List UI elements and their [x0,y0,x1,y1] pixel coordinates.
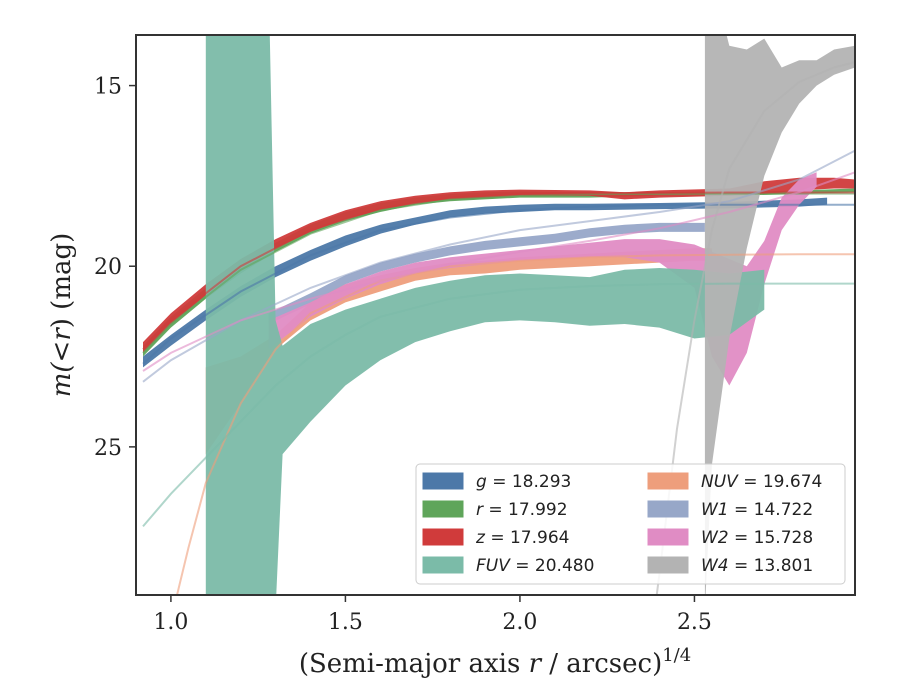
y-tick-label: 20 [94,255,122,280]
legend-label-w2: W2 = 15.728 [701,528,813,548]
legend-label-w1: W1 = 14.722 [701,500,813,520]
y-tick-label: 25 [94,436,122,461]
legend-swatch-w4 [647,556,689,574]
model-line-g [142,203,855,365]
legend-swatch-z [422,528,464,546]
model-line-w1 [142,149,855,383]
band-fuv [205,35,765,595]
y-tick-label: 15 [94,75,122,100]
band-w4 [704,35,855,595]
legend-box [415,463,846,585]
x-tick-label: 2.5 [677,610,712,635]
legend-swatch-w1 [647,500,689,518]
band-w1 [268,222,705,324]
legend-swatch-nuv [647,472,689,490]
model-line-w2 [142,171,855,372]
model-line-z [142,191,855,350]
x-axis: 1.0 1.5 2.0 2.5 [153,595,712,635]
bands-layer [143,35,855,595]
legend-swatch-fuv [422,556,464,574]
plot-frame [135,34,856,596]
y-axis: 15 20 25 [94,75,136,461]
legend: g = 18.293 NUV = 19.674 r = 17.992 W1 = 14.… [415,463,846,585]
legend-swatch-r [422,500,464,518]
legend-label-w4: W4 = 13.801 [701,556,813,576]
x-tick-label: 2.0 [502,610,537,635]
legend-label-fuv: FUV = 20.480 [476,556,594,576]
y-axis-title: m(<r) (mag) [47,233,77,398]
legend-label-z: z = 17.964 [475,528,569,548]
model-line-r [142,192,855,354]
legend-swatch-g [422,472,464,490]
band-z [143,177,855,353]
x-tick-label: 1.5 [328,610,363,635]
legend-swatch-w2 [647,528,689,546]
x-axis-title: (Semi-major axis r / arcsec)1/4 [299,645,691,679]
legend-label-g: g = 18.293 [476,472,571,492]
model-line-fuv [142,282,855,528]
legend-label-r: r = 17.992 [476,500,568,520]
x-tick-label: 1.0 [153,610,188,635]
legend-label-nuv: NUV = 19.674 [701,472,822,492]
